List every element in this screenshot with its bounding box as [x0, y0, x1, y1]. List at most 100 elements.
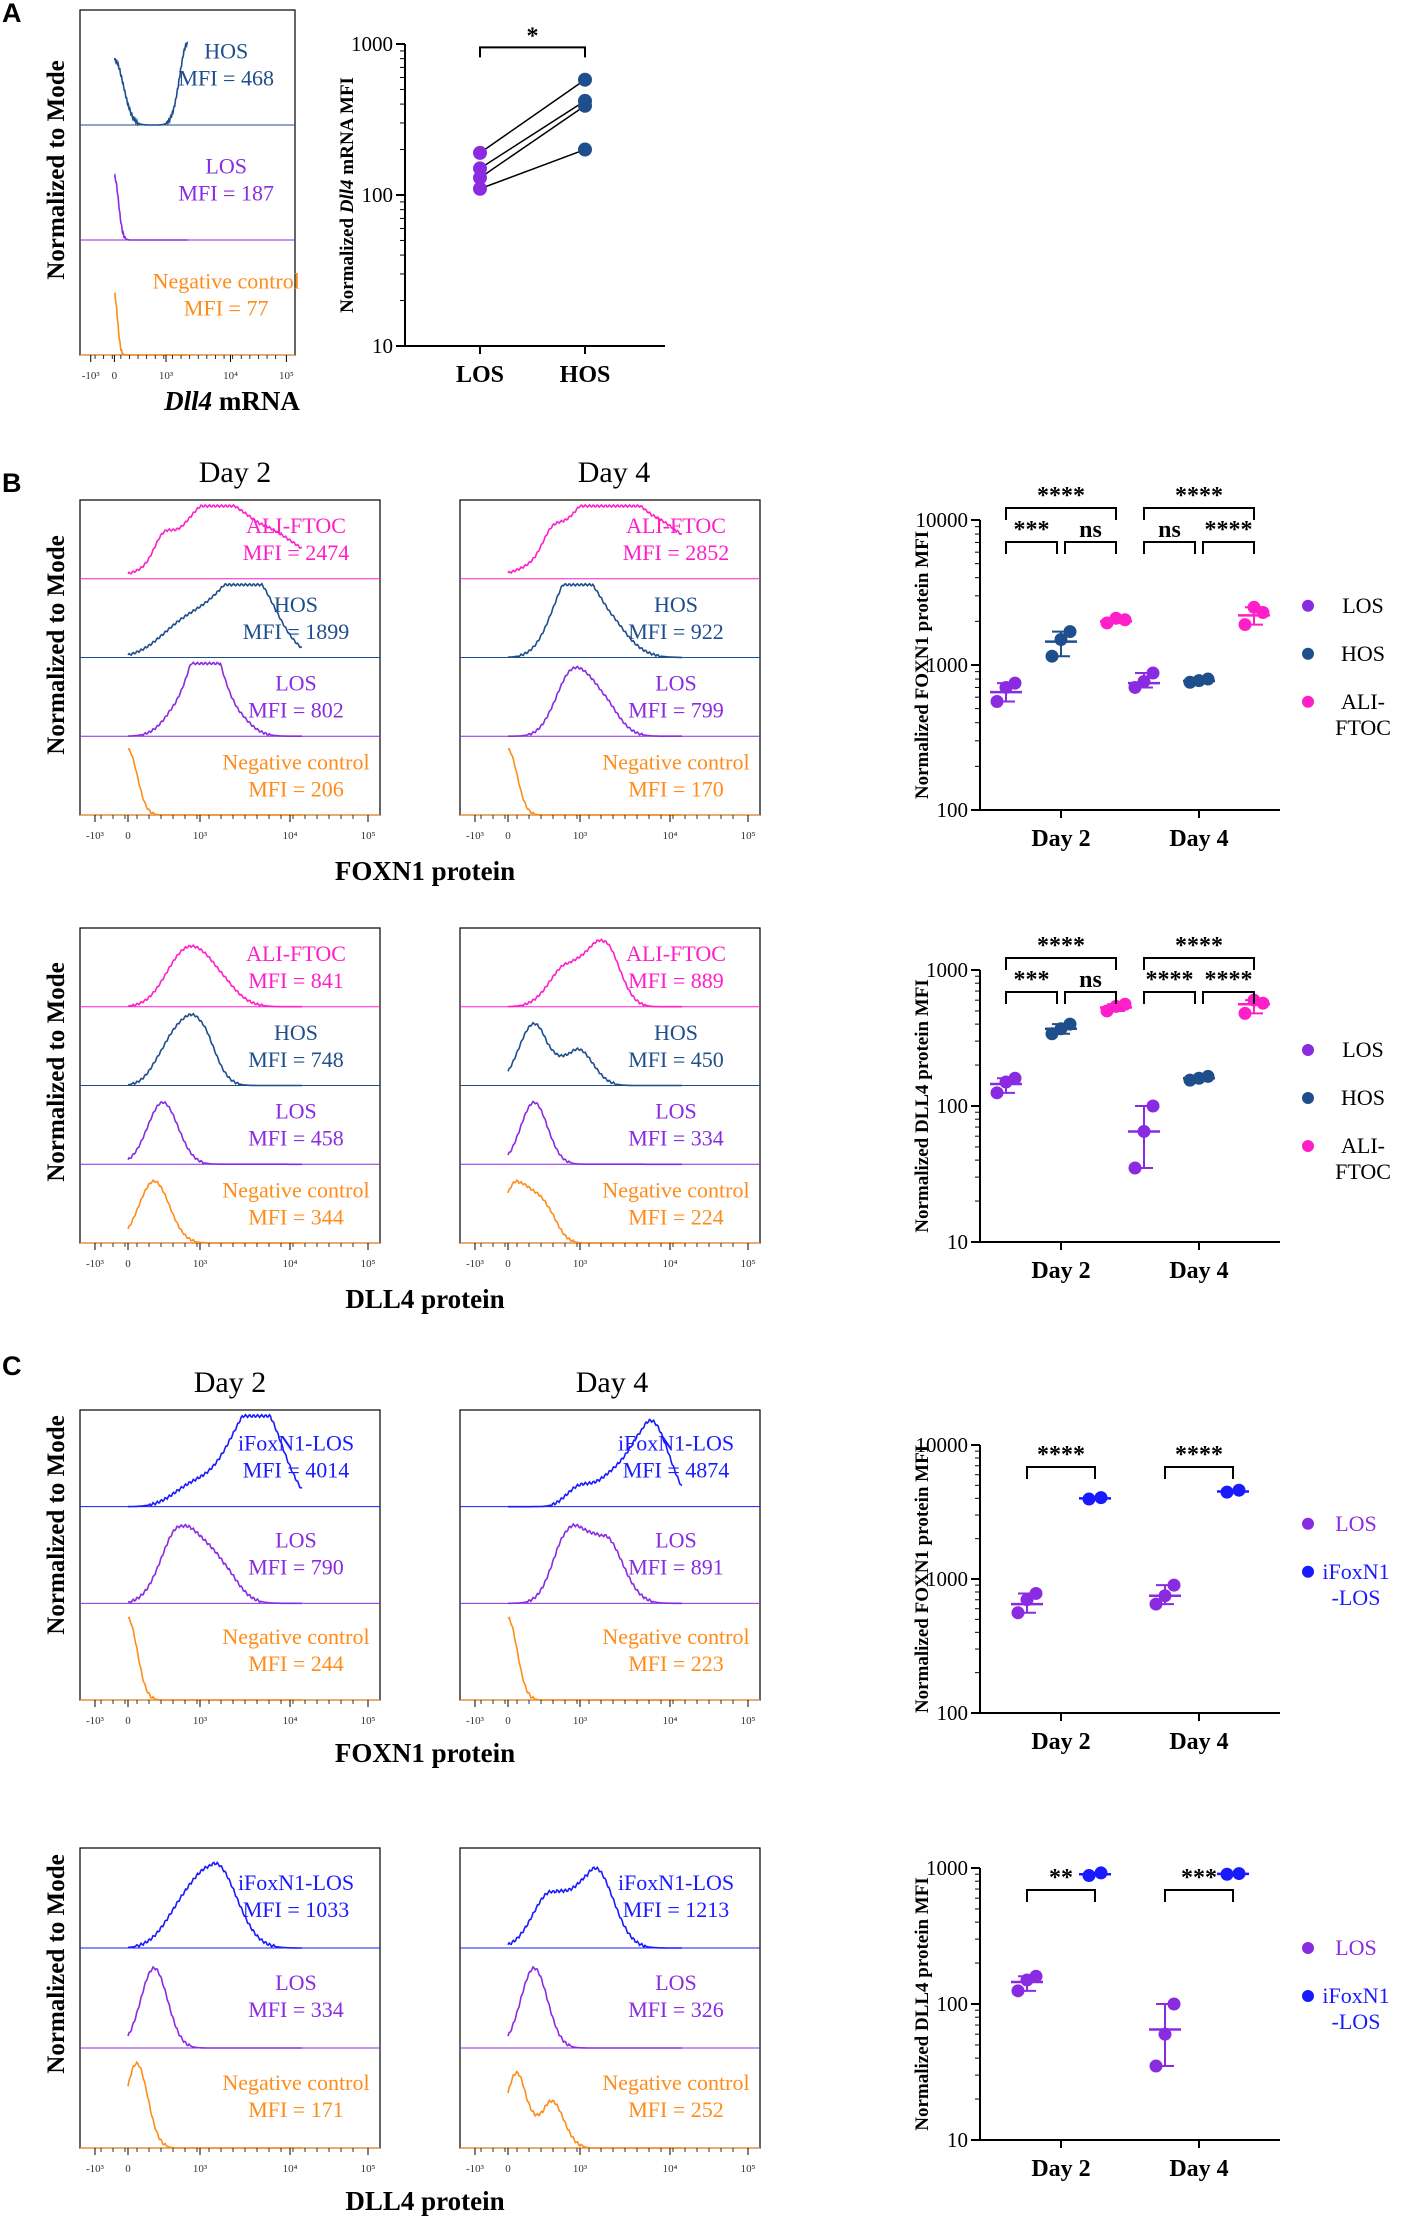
panel-c-dll4-xlabel: DLL4 protein	[345, 2186, 504, 2216]
trace-curve-los	[127, 1965, 302, 2049]
trace-label-negative-control: Negative control	[222, 749, 369, 774]
panel-c-day4-title: Day 4	[576, 1366, 648, 1399]
x-category-day-4: Day 4	[1169, 1258, 1228, 1284]
significance-bracket	[1005, 507, 1117, 520]
x-tick-label: -10³	[466, 2163, 485, 2175]
trace-curve-los	[508, 1522, 682, 1605]
x-tick-label: -10³	[86, 1258, 105, 1270]
trace-curve-ifoxn1-los	[127, 1861, 302, 1949]
point-los	[1149, 2059, 1163, 2073]
significance-label: ****	[1175, 483, 1223, 509]
x-tick-label: 0	[505, 2163, 511, 2175]
x-tick-label: 10⁴	[283, 2163, 298, 2175]
significance-label: ***	[1014, 517, 1050, 543]
trace-label-los: LOS	[275, 1099, 317, 1124]
significance-label: ****	[1175, 933, 1223, 959]
x-tick-label: 0	[505, 830, 511, 842]
panel-a-hist-ylabel: Normalized to Mode	[43, 60, 70, 279]
significance-label: ****	[1037, 1442, 1085, 1468]
y-tick-label: 10000	[916, 508, 969, 532]
x-tick-label: 10⁵	[741, 2163, 756, 2175]
significance-bracket	[1143, 541, 1196, 554]
panel-c-day2-title: Day 2	[194, 1366, 266, 1399]
x-tick-label: 10³	[193, 830, 208, 842]
x-tick-label: -10³	[466, 1258, 485, 1270]
pair-line	[479, 148, 586, 190]
trace-mfi-ali-ftoc: MFI = 841	[248, 968, 344, 993]
point-ifoxn1-los	[1094, 1866, 1108, 1880]
y-axis-title: Normalized DLL4 protein MFI	[912, 979, 933, 1233]
x-tick-label: 10⁵	[741, 1715, 756, 1727]
panel-b-day2-title: Day 2	[199, 456, 271, 489]
trace-mfi-hos: MFI = 1899	[243, 619, 350, 644]
point-los	[1029, 1969, 1043, 1983]
significance-bracket	[479, 46, 586, 58]
significance-label: ns	[1079, 967, 1102, 993]
trace-label-hos: HOS	[274, 592, 318, 617]
trace-label-negative-control: Negative control	[602, 749, 749, 774]
point-los	[1167, 1997, 1181, 2011]
trace-curve-hos	[507, 1021, 682, 1087]
y-axis-title: Normalized FOXN1 protein MFI	[912, 1445, 933, 1713]
trace-label-ali-ftoc: ALI-FTOC	[626, 513, 726, 538]
trace-mfi-los: MFI = 334	[628, 1126, 724, 1151]
point-ali-ftoc	[1238, 1006, 1252, 1020]
point-ali-ftoc	[1256, 606, 1270, 620]
trace-mfi-negative-control: MFI = 224	[628, 1204, 724, 1229]
point-los	[1137, 1124, 1151, 1138]
trace-curve-los	[127, 661, 302, 738]
trace-curve-ifoxn1-los	[508, 1418, 683, 1508]
y-axis-title: Normalized Dll4 mRNA MFI	[337, 77, 358, 313]
x-tick-label: 10⁵	[741, 1258, 756, 1270]
point-los	[1146, 1099, 1160, 1113]
point-hos	[1063, 1017, 1077, 1031]
trace-curve-negative-control	[507, 747, 682, 816]
x-category-day-4: Day 4	[1169, 2156, 1228, 2182]
trace-label-hos: HOS	[654, 592, 698, 617]
trace-label-hos: HOS	[204, 38, 248, 63]
trace-mfi-ali-ftoc: MFI = 889	[628, 968, 724, 993]
trace-curve-ifoxn1-los	[128, 1413, 303, 1508]
legend-label-hos: HOS	[1341, 1085, 1385, 1110]
trace-mfi-los: MFI = 891	[628, 1554, 724, 1579]
trace-curve-hos	[113, 41, 189, 127]
point-hos	[578, 98, 592, 113]
x-tick-label: 10⁵	[361, 2163, 376, 2175]
x-tick-label: 10⁴	[663, 1715, 678, 1727]
trace-curve-negative-control	[127, 1616, 302, 1701]
trace-label-negative-control: Negative control	[602, 1177, 749, 1202]
trace-label-los: LOS	[655, 1527, 697, 1552]
y-axis-title: Normalized DLL4 protein MFI	[912, 1877, 933, 2131]
trace-mfi-negative-control: MFI = 77	[184, 295, 269, 320]
y-tick-label: 1000	[926, 1567, 968, 1591]
point-hos	[578, 142, 592, 157]
significance-label: ****	[1205, 517, 1253, 543]
trace-label-negative-control: Negative control	[222, 2070, 369, 2095]
legend-label-ifoxn1-los: iFoxN1	[1322, 1983, 1389, 2008]
trace-curve-ali-ftoc	[507, 503, 683, 574]
significance-label: ****	[1037, 483, 1085, 509]
legend-label-ali-ftoc: ALI-	[1341, 1133, 1385, 1158]
x-category-hos: HOS	[560, 362, 611, 388]
significance-label: ***	[1014, 967, 1050, 993]
trace-curve-negative-control	[507, 1179, 682, 1244]
significance-bracket	[1005, 957, 1117, 970]
point-los	[1158, 2027, 1172, 2041]
trace-mfi-hos: MFI = 748	[248, 1047, 344, 1072]
x-tick-label: 10³	[573, 1258, 588, 1270]
legend-label-ali-ftoc: FTOC	[1335, 715, 1391, 740]
trace-curve-los	[113, 172, 188, 241]
point-ifoxn1-los	[1082, 1869, 1096, 1883]
x-tick-label: 10⁴	[663, 1258, 678, 1270]
trace-curve-hos	[127, 1012, 302, 1087]
point-los	[1128, 1161, 1142, 1175]
trace-mfi-negative-control: MFI = 344	[248, 1204, 344, 1229]
x-tick-label: -10³	[86, 1715, 105, 1727]
panel-c-foxn1-dotplot: 100 1000 10000 Day 2 Day 4 **** **** Normalized…	[912, 1433, 1390, 1755]
significance-label: ****	[1205, 967, 1253, 993]
legend-marker-los	[1302, 599, 1314, 612]
